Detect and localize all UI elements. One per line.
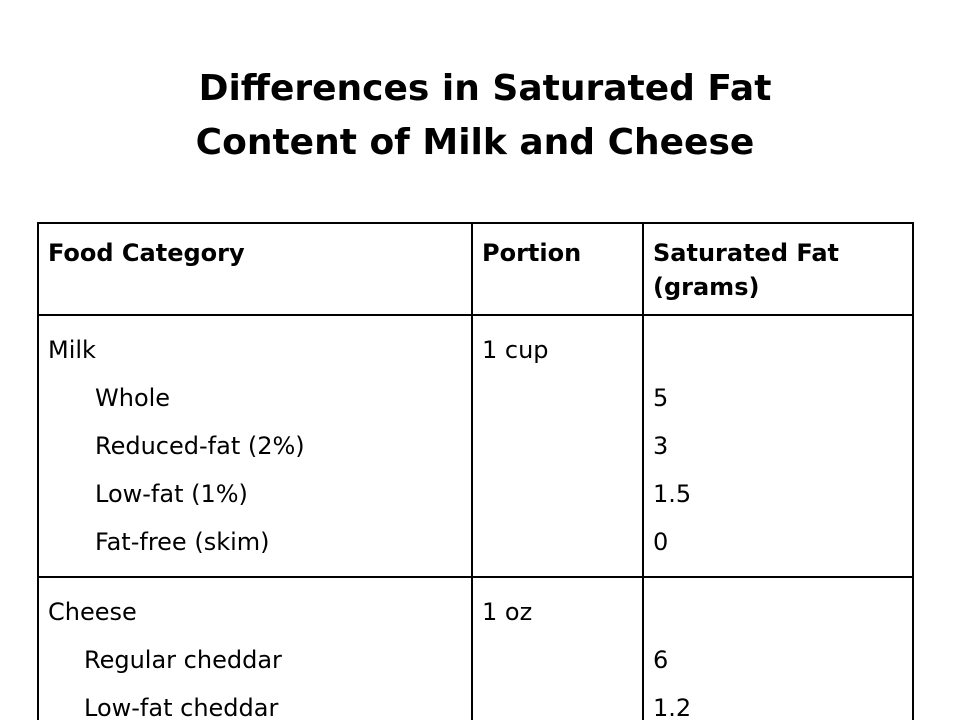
sat-fat-value: 3 (653, 432, 669, 460)
cell-spacer (653, 326, 904, 374)
header-saturated-fat: Saturated Fat (grams) (642, 222, 914, 316)
saturated-fat-table: Food Category Portion Saturated Fat (gra… (37, 222, 914, 720)
category-label: Cheese (48, 598, 137, 626)
sat-fat-value: 1.5 (653, 480, 692, 508)
milk-portion-cell: 1 cup (471, 314, 644, 578)
title-line-2: Content of Milk and Cheese (195, 122, 755, 163)
cheese-sat-fat-cell: 6 1.2 (642, 576, 914, 720)
food-item-name: Low-fat (1%) (95, 480, 248, 508)
milk-category-cell: Milk Whole Reduced-fat (2%) Low-fat (1%)… (37, 314, 473, 578)
cell-spacer (653, 588, 904, 636)
food-item-name: Whole (95, 384, 171, 412)
cheese-portion-cell: 1 oz (471, 576, 644, 720)
food-item-name: Reduced-fat (2%) (95, 432, 305, 460)
table-header-row: Food Category Portion Saturated Fat (gra… (37, 222, 914, 316)
portion-value: 1 oz (482, 598, 533, 626)
category-label: Milk (48, 336, 96, 364)
food-item-name: Regular cheddar (84, 646, 282, 674)
sat-fat-value: 1.2 (653, 694, 692, 720)
title-line-1: Differences in Saturated Fat (198, 68, 772, 109)
sat-fat-value: 0 (653, 528, 669, 556)
header-portion: Portion (471, 222, 644, 316)
food-item-name: Fat-free (skim) (95, 528, 270, 556)
portion-value: 1 cup (482, 336, 549, 364)
sat-fat-value: 6 (653, 646, 669, 674)
header-food-category: Food Category (37, 222, 473, 316)
table-row: Milk Whole Reduced-fat (2%) Low-fat (1%)… (37, 314, 914, 578)
table-row: Cheese Regular cheddar Low-fat cheddar 1… (37, 576, 914, 720)
page-title: Differences in Saturated Fat Content of … (0, 62, 960, 170)
sat-fat-value: 5 (653, 384, 669, 412)
food-item-name: Low-fat cheddar (84, 694, 279, 720)
cheese-category-cell: Cheese Regular cheddar Low-fat cheddar (37, 576, 473, 720)
milk-sat-fat-cell: 5 3 1.5 0 (642, 314, 914, 578)
